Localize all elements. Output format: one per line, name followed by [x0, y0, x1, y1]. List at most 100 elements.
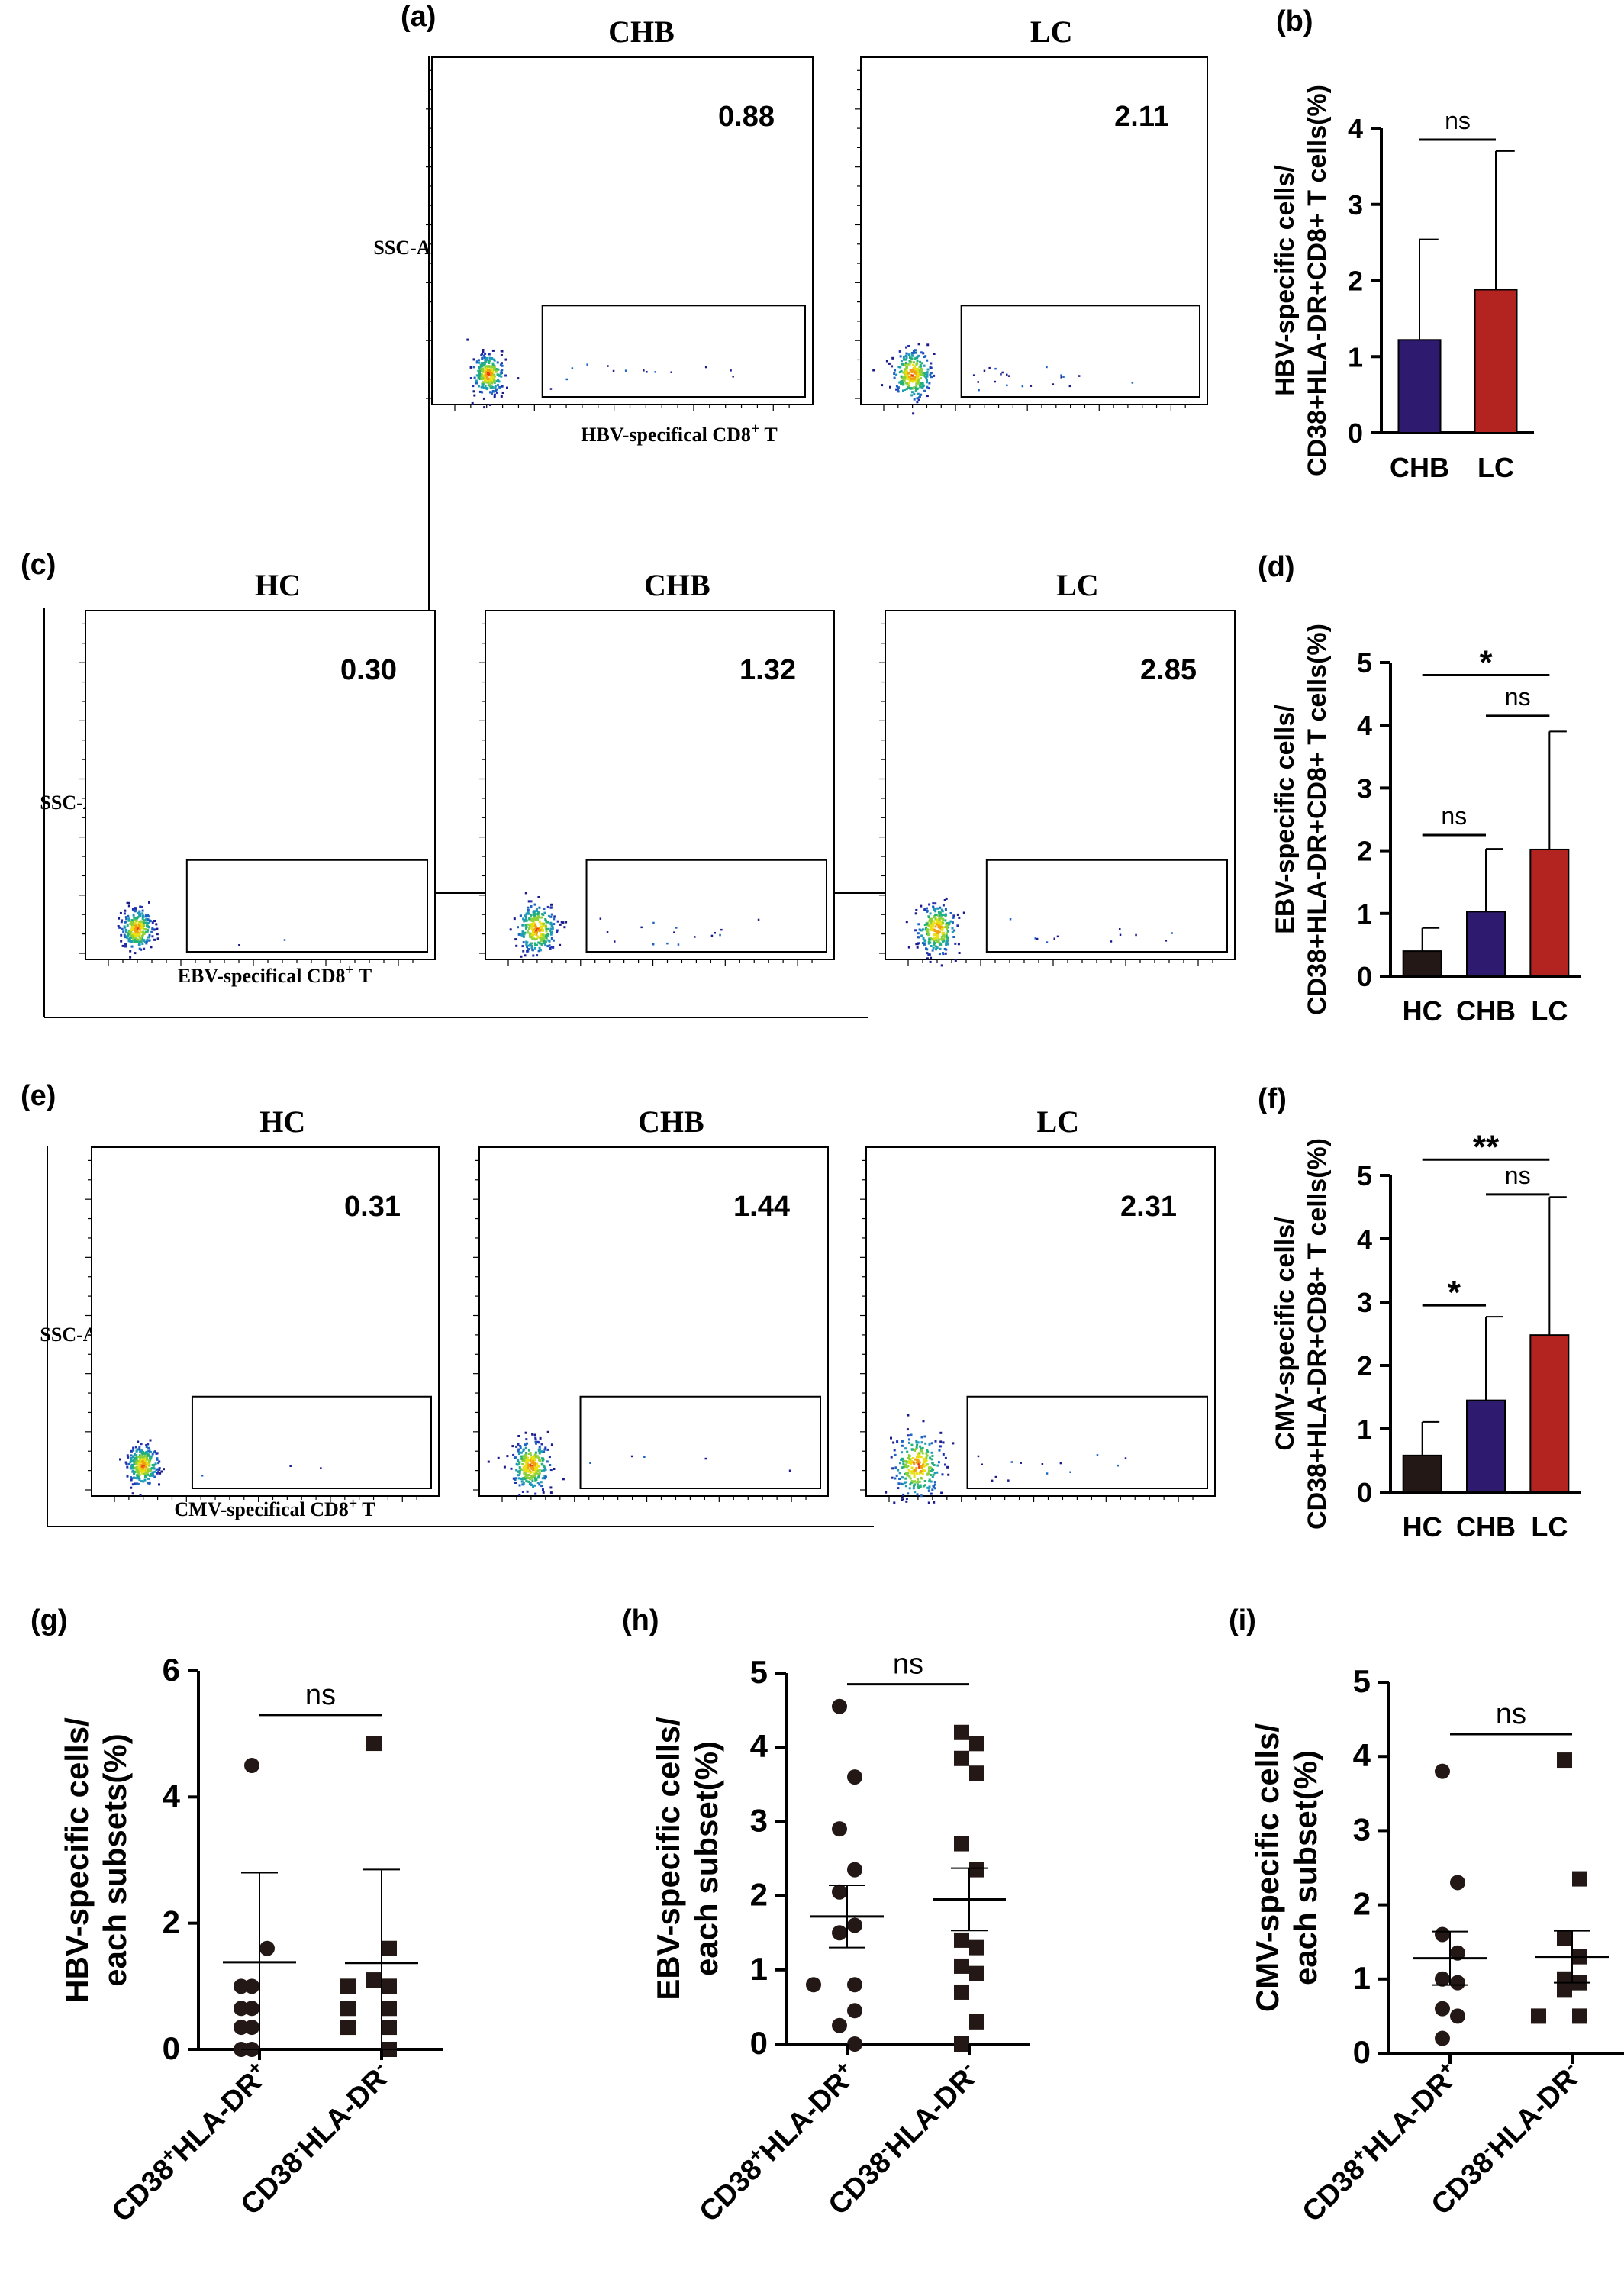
- flow-event: [916, 367, 919, 370]
- flow-event: [917, 373, 920, 376]
- flow-event: [911, 378, 914, 381]
- flow-event: [520, 933, 523, 936]
- flow-event: [921, 373, 924, 376]
- flow-event: [130, 934, 134, 937]
- flow-event: [145, 1470, 148, 1473]
- flow-gated-event: [675, 927, 678, 929]
- flow-gated-event: [666, 942, 669, 945]
- flow-event: [531, 1459, 534, 1462]
- flow-event: [142, 915, 145, 918]
- flow-event: [534, 918, 537, 921]
- flow-event: [124, 945, 127, 948]
- flow-event: [139, 930, 142, 933]
- flow-event: [926, 1454, 929, 1457]
- flow-event: [907, 1434, 910, 1437]
- flow-event: [530, 1456, 533, 1459]
- flow-event: [141, 917, 144, 920]
- flow-event: [484, 385, 487, 388]
- flow-event: [527, 1477, 530, 1480]
- flow-event: [927, 387, 930, 390]
- flow-event: [925, 1452, 928, 1455]
- flow-event: [525, 1452, 528, 1454]
- flow-event: [905, 1465, 908, 1468]
- flow-event: [940, 964, 943, 967]
- flow-event: [130, 1478, 133, 1482]
- flow-event: [137, 1469, 140, 1472]
- flow-event: [918, 369, 921, 372]
- data-point-circle: [1435, 1926, 1450, 1943]
- flow-event: [469, 366, 472, 369]
- flow-gate: [985, 859, 1228, 953]
- flow-event: [529, 1478, 532, 1481]
- flow-event: [906, 1472, 909, 1475]
- flow-event: [136, 916, 139, 919]
- flow-x-label-text: HBV-specifical CD8: [581, 424, 751, 446]
- flow-event: [535, 937, 538, 940]
- flow-event: [920, 1447, 923, 1450]
- flow-event: [514, 1477, 517, 1480]
- flow-event: [553, 915, 556, 918]
- flow-event: [538, 1451, 541, 1454]
- flow-event: [515, 1469, 518, 1472]
- flow-event: [940, 908, 943, 911]
- flow-event: [910, 353, 914, 356]
- flow-event: [941, 1473, 944, 1476]
- flow-event: [472, 366, 475, 369]
- flow-event: [937, 907, 940, 910]
- flow-event: [515, 1462, 518, 1465]
- flow-event: [538, 1459, 541, 1462]
- significance-label: ns: [1505, 683, 1531, 711]
- flow-event: [495, 369, 498, 372]
- flow-event: [477, 369, 480, 372]
- flow-event: [904, 1477, 907, 1480]
- flow-event: [941, 928, 944, 931]
- label-part: HLA-DR: [292, 2063, 394, 2165]
- flow-event: [943, 899, 946, 901]
- flow-event: [917, 1487, 920, 1489]
- flow-event: [117, 925, 120, 927]
- flow-event: [528, 1469, 531, 1472]
- flow-event: [527, 912, 530, 915]
- flow-event: [153, 920, 156, 922]
- flow-group-title: LC: [1030, 15, 1073, 49]
- flow-event: [540, 925, 543, 928]
- flow-event: [953, 929, 956, 932]
- flow-event: [480, 375, 483, 378]
- flow-event: [527, 948, 530, 950]
- flow-event: [158, 1469, 161, 1471]
- flow-event: [527, 911, 530, 914]
- flow-event: [147, 1469, 150, 1472]
- flow-event: [927, 1501, 930, 1504]
- flow-event: [153, 1451, 156, 1454]
- flow-event: [136, 938, 139, 941]
- flow-event: [147, 1482, 149, 1485]
- flow-gated-event: [1171, 932, 1173, 934]
- flow-event: [134, 934, 137, 937]
- flow-event: [549, 1469, 553, 1472]
- flow-event: [920, 365, 923, 368]
- flow-event: [485, 375, 488, 378]
- flow-gated-event: [730, 369, 732, 372]
- flow-event: [912, 412, 915, 415]
- flow-event: [545, 930, 548, 933]
- flow-event: [142, 919, 145, 922]
- flow-event: [479, 363, 482, 366]
- flow-event: [904, 358, 907, 361]
- flow-event: [913, 1475, 916, 1478]
- flow-event: [491, 349, 495, 352]
- flow-event: [118, 917, 121, 920]
- flow-event: [945, 934, 948, 937]
- flow-event: [930, 366, 933, 369]
- flow-event: [495, 389, 498, 392]
- flow-event: [543, 908, 546, 910]
- flow-event: [535, 943, 538, 946]
- flow-event: [491, 379, 493, 382]
- flow-event: [914, 1480, 917, 1483]
- flow-plot-frame: [884, 610, 1236, 960]
- flow-event: [952, 914, 955, 917]
- significance-label: *: [1448, 1274, 1461, 1311]
- flow-event: [522, 1465, 525, 1469]
- flow-event: [949, 920, 952, 923]
- flow-event: [137, 1462, 140, 1465]
- flow-frequency-value: 2.11: [1114, 101, 1169, 133]
